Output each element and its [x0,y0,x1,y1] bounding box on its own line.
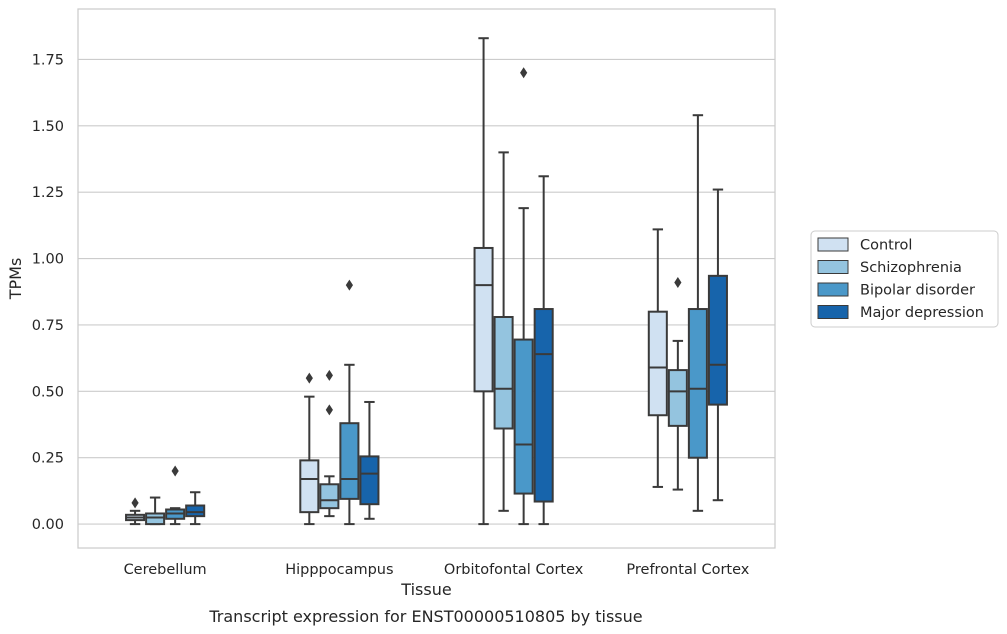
legend-label: Schizophrenia [860,260,962,276]
legend-label: Bipolar disorder [860,283,975,299]
box-0-1 [145,496,166,526]
outlier-point [345,279,353,291]
box-iqr [493,316,514,430]
box-groups [125,37,728,526]
y-tick-label: 0.75 [32,318,64,334]
box-iqr [319,483,340,510]
y-tick-label: 0.50 [32,384,64,400]
box-iqr [707,274,728,406]
box-iqr [145,512,166,526]
legend-frame [810,230,999,328]
y-tick-label: 1.00 [32,252,64,268]
outlier-point [520,67,528,79]
box-iqr [359,455,380,506]
box-iqr [339,422,360,500]
outlier-point [674,276,682,288]
box-2-3 [533,175,554,526]
box-iqr [647,310,668,417]
legend-label: Control [860,238,912,254]
box-iqr [513,338,534,495]
box-1-1 [319,369,340,518]
box-iqr [185,504,206,518]
box-0-2 [165,465,186,526]
outlier-point [325,369,333,381]
box-iqr [533,308,554,503]
box-2-1 [493,151,514,512]
legend-swatch [817,282,849,297]
box-0-0 [125,497,146,526]
box-2-0 [473,37,494,526]
outlier-point [305,372,313,384]
y-axis: 0.00 0.25 0.50 0.75 1.00 1.25 1.50 1.75 [32,52,64,533]
y-tick-label: 1.75 [32,52,64,68]
box-3-3 [707,188,728,502]
x-axis-label: Tissue [400,580,451,599]
x-axis: Cerebellum Hipppocampus Orbitofontal Corte… [124,562,750,578]
box-3-0 [647,228,668,488]
legend-label: Major depression [860,305,984,321]
outlier-point [171,465,179,477]
outlier-point [325,404,333,416]
box-2-2 [513,67,534,526]
legend: Control Schizophrenia Bipolar disorder Majo… [810,230,999,328]
legend-swatch [817,237,849,252]
box-0-3 [185,491,206,526]
chart-caption: Transcript expression for ENST0000051080… [208,607,642,626]
box-iqr [473,246,494,393]
box-iqr [667,369,688,427]
y-tick-label: 0.00 [32,517,64,533]
y-tick-label: 1.50 [32,119,64,135]
box-1-2 [339,279,360,526]
outlier-point [131,497,139,509]
box-iqr [299,459,320,514]
plot-frame [77,8,776,549]
x-tick-label: Hipppocampus [285,562,393,578]
box-3-2 [687,114,708,512]
x-tick-label: Cerebellum [124,562,207,578]
x-tick-label: Orbitofontal Cortex [444,562,584,578]
x-tick-label: Prefrontal Cortex [626,562,749,578]
legend-swatch [817,305,849,319]
box-1-3 [359,400,380,520]
legend-swatch [817,260,849,274]
y-axis-label: TPMs [6,258,25,301]
box-3-1 [667,276,688,491]
box-iqr [687,308,708,459]
box-1-0 [299,372,320,526]
y-tick-label: 0.25 [32,451,64,467]
y-tick-label: 1.25 [32,185,64,201]
